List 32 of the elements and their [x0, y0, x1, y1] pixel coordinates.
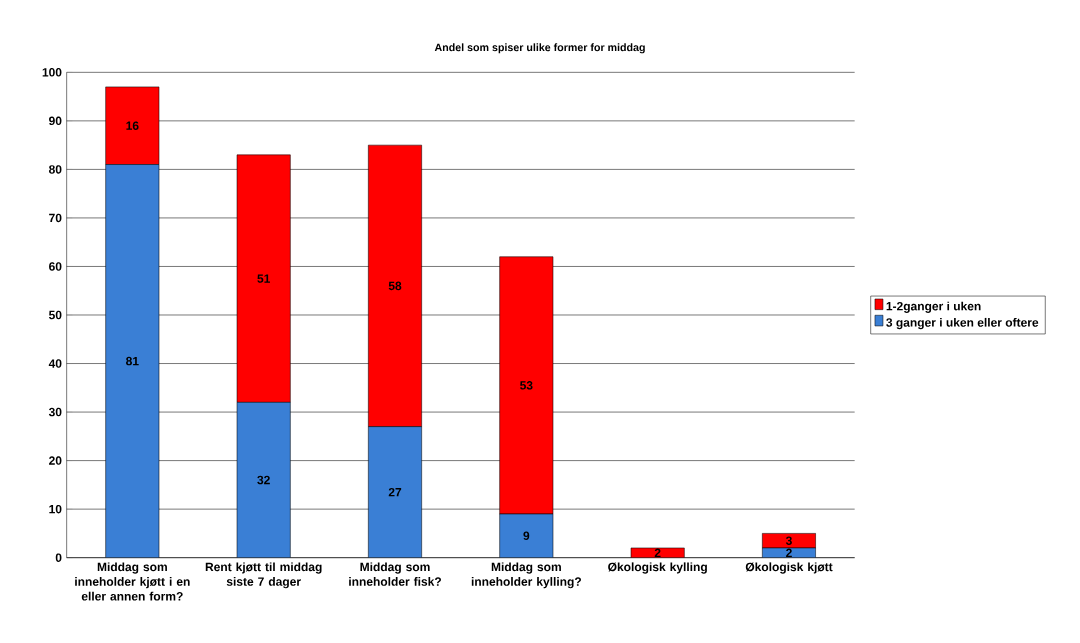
y-tick-label: 80: [48, 165, 62, 174]
data-label: 27: [388, 487, 402, 497]
x-tick-label: Middag som inneholder kylling?: [471, 562, 581, 589]
y-tick-label: 40: [48, 359, 62, 368]
y-tick-label: 20: [49, 456, 62, 465]
y-tick-label: 50: [48, 310, 62, 320]
data-label: 16: [126, 121, 139, 130]
data-label: 81: [126, 356, 139, 366]
y-tick-label: 60: [49, 262, 62, 271]
data-label: 51: [257, 274, 271, 283]
y-tick-label: 0: [55, 553, 62, 562]
y-tick-label: 70: [49, 213, 62, 223]
data-label: 2: [786, 548, 792, 557]
data-label: 32: [257, 475, 270, 485]
chart-title: Andel som spiser ulike former for middag: [434, 43, 645, 54]
x-tick-label: Middag som inneholder fisk?: [349, 562, 441, 586]
data-label: 9: [523, 531, 530, 541]
x-tick-label: Økologisk kjøtt: [745, 562, 833, 574]
y-tick-label: 30: [48, 407, 62, 417]
y-tick-label: 90: [49, 116, 62, 126]
x-tick-label: Middag som inneholder kjøtt i en eller annen form?: [75, 562, 190, 601]
data-label: 53: [520, 381, 533, 390]
x-tick-label: Rent kjøtt til middag siste 7 dager: [205, 562, 322, 589]
data-label: 3: [785, 536, 792, 545]
y-tick-label: 10: [49, 504, 62, 514]
data-label: 58: [388, 281, 402, 291]
data-label: 2: [654, 548, 661, 557]
bar: [630, 547, 685, 558]
y-tick-label: 100: [42, 68, 62, 77]
legend-label: 1-2ganger i uken: [886, 301, 981, 313]
x-tick-label: Økologisk kylling: [608, 562, 707, 574]
legend-label: 3 ganger i uken eller oftere: [886, 317, 1039, 330]
